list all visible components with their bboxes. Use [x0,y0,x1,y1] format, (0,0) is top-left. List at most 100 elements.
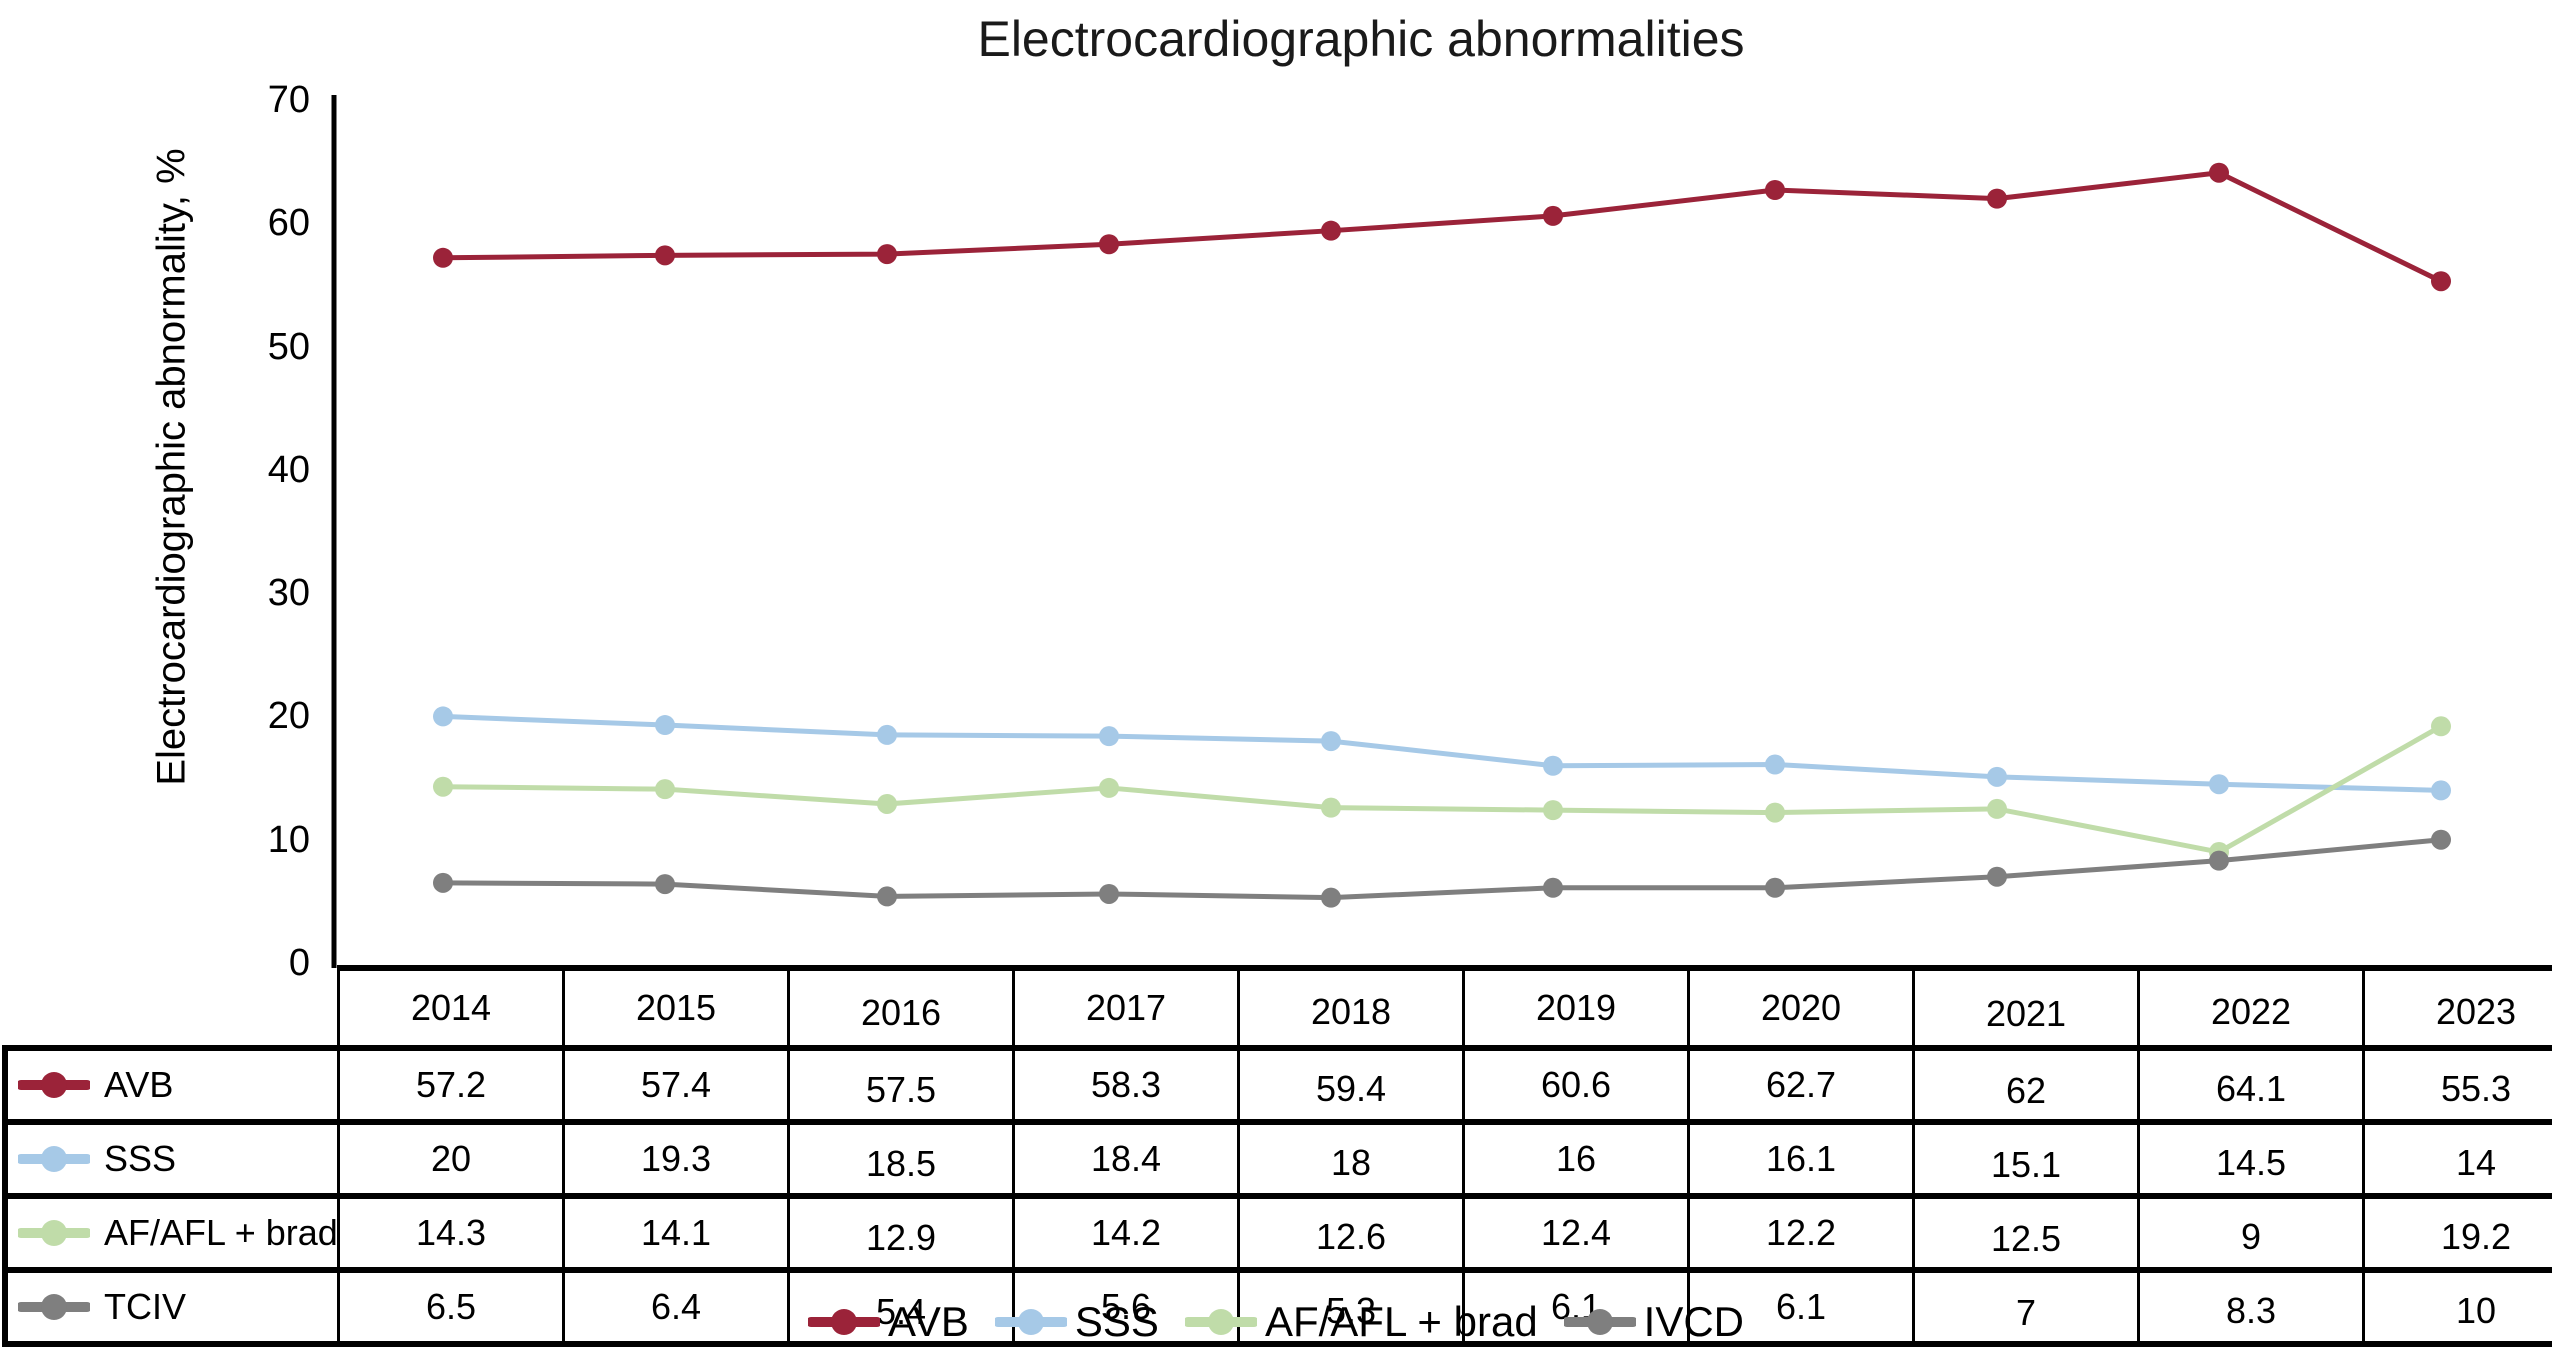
value-cell: 57.2 [337,1045,565,1125]
data-point-marker [1765,754,1785,775]
data-point-marker [877,793,897,814]
series-line-AVB [442,170,2443,284]
data-point-marker [2431,829,2451,850]
series-line-SSS [442,713,2442,793]
data-point-marker [2209,162,2229,183]
value-cell: 12.2 [1687,1193,1915,1273]
value-cell: 6.4 [562,1267,790,1347]
legend-item: SSS [994,1298,1159,1346]
legend-marker-icon [807,1309,880,1335]
y-tick-label: 70 [267,79,310,121]
row-label-cell: SSS [2,1119,340,1199]
row-label-cell: AF/AFL + brad [2,1193,340,1273]
data-point-marker [655,715,675,736]
legend-item: IVCD [1563,1298,1745,1346]
value-cell: 19.3 [562,1119,790,1199]
data-point-marker [1099,726,1119,747]
value-cell: 57.4 [562,1045,790,1125]
data-point-marker [1321,797,1341,818]
legend-marker-icon [18,1294,90,1320]
value-cell: 15.1 [1912,1119,2140,1199]
legend-item-label: SSS [1074,1298,1159,1345]
data-point-marker [433,247,453,268]
data-point-marker [1765,877,1785,898]
data-point-marker [1987,798,2007,819]
year-header-cell: 2018 [1237,965,1465,1051]
data-point-marker [1099,777,1119,798]
chart-title: Electrocardiographic abnormalities [977,11,1745,67]
value-cell: 14.5 [2137,1119,2365,1199]
table-corner-cell [5,968,339,1048]
value-cell: 55.3 [2362,1045,2552,1125]
value-cell: 6.5 [337,1267,565,1347]
data-point-marker [655,245,675,266]
value-cell: 6.1 [1687,1267,1915,1347]
data-point-marker [1099,883,1119,904]
value-cell: 18 [1237,1119,1465,1199]
value-cell: 58.3 [1012,1045,1240,1125]
data-point-marker [2209,774,2229,795]
data-point-marker [433,872,453,893]
data-point-marker [1543,800,1563,821]
data-point-marker [1321,220,1341,241]
y-tick-label: 20 [267,695,310,738]
year-header-cell: 2015 [562,965,790,1051]
value-cell: 18.4 [1012,1119,1240,1199]
legend-item: AF/AFL + brad [1184,1298,1538,1346]
data-point-marker [1543,877,1563,898]
value-cell: 6.1 [1462,1267,1690,1347]
value-cell: 10 [2362,1267,2552,1347]
series-line-IVCD [442,837,2442,901]
data-point-marker [1543,755,1563,776]
row-label-text: AF/AFL + brad [104,1212,338,1253]
year-header-cell: 2016 [787,965,1015,1051]
value-cell: 57.5 [787,1045,1015,1125]
y-tick-label: 30 [267,572,310,615]
y-tick-label: 10 [267,818,310,861]
data-point-marker [1765,179,1785,200]
legend-item-label: AVB [887,1298,969,1345]
legend-marker-icon [1563,1309,1636,1335]
row-label-cell: AVB [2,1045,340,1125]
row-label-text: AVB [104,1064,174,1105]
data-point-marker [2431,716,2451,737]
year-header-cell: 2014 [337,965,565,1051]
value-cell: 5.4 [787,1267,1015,1347]
value-cell: 5.6 [1012,1267,1240,1347]
year-header-cell: 2019 [1462,965,1690,1051]
year-header-cell: 2022 [2137,965,2365,1051]
year-header-cell: 2023 [2362,965,2552,1051]
data-point-marker [1543,205,1563,226]
data-point-marker [1987,766,2007,787]
legend-marker-icon [994,1309,1067,1335]
value-cell: 14.1 [562,1193,790,1273]
value-cell: 5.3 [1237,1267,1465,1347]
value-cell: 16.1 [1687,1119,1915,1199]
data-point-marker [2431,271,2451,292]
chart-legend: AVB SSS AF/AFL + brad IVCD [0,1292,2552,1352]
value-cell: 62 [1912,1045,2140,1125]
value-cell: 18.5 [787,1119,1015,1199]
value-cell: 12.6 [1237,1193,1465,1273]
data-point-marker [655,779,675,800]
row-label-cell: TCIV [2,1267,340,1347]
y-tick-label: 50 [267,325,310,368]
legend-marker-icon [1184,1309,1257,1335]
data-point-marker [1765,802,1785,823]
legend-item-label: IVCD [1643,1298,1745,1345]
value-cell: 62.7 [1687,1045,1915,1125]
data-point-marker [433,776,453,797]
data-point-marker [433,706,453,727]
value-cell: 64.1 [2137,1045,2365,1125]
year-header-cell: 2021 [1912,965,2140,1051]
row-label-text: SSS [104,1138,177,1179]
data-point-marker [1987,188,2007,209]
series-line-AF/AFL + brad [442,724,2443,855]
value-cell: 7 [1912,1267,2140,1347]
value-cell: 14.2 [1012,1193,1240,1273]
data-point-marker [877,886,897,907]
value-cell: 59.4 [1237,1045,1465,1125]
value-cell: 8.3 [2137,1267,2365,1347]
